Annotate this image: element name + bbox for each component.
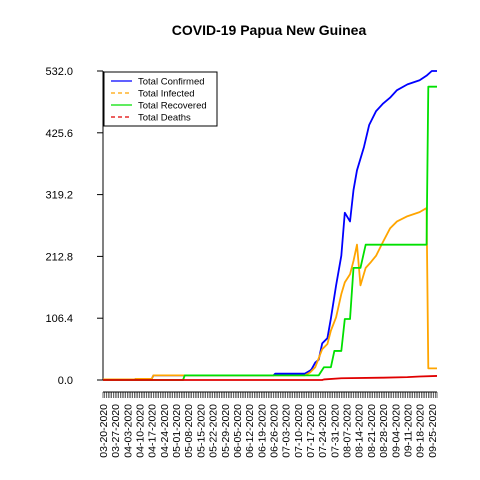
x-tick-label: 07-24-2020 <box>317 404 329 458</box>
x-tick-label: 06-26-2020 <box>268 404 280 458</box>
x-tick-label: 09-11-2020 <box>402 404 414 457</box>
y-tick-label: 212.8 <box>45 251 73 263</box>
y-tick-label: 532.0 <box>45 66 73 78</box>
y-axis: 0.0 106.4 212.8 319.2 425.6 532.0 <box>45 66 104 387</box>
series-line-total-recovered <box>103 85 437 381</box>
series-line-total-infected <box>103 207 437 381</box>
y-tick-label: 0.0 <box>58 375 73 387</box>
x-tick-label: 07-17-2020 <box>305 404 317 458</box>
x-tick-label: 07-03-2020 <box>281 404 293 458</box>
x-tick-label: 04-24-2020 <box>159 404 171 458</box>
legend-label: Total Deaths <box>138 113 191 124</box>
legend-label: Total Confirmed <box>138 77 205 88</box>
y-tick-label: 319.2 <box>45 190 73 202</box>
x-tick-label: 07-31-2020 <box>329 404 341 458</box>
x-tick-label: 09-25-2020 <box>427 404 439 458</box>
x-tick-label: 06-19-2020 <box>256 404 268 458</box>
x-tick-label: 06-12-2020 <box>244 404 256 458</box>
x-tick-label: 08-14-2020 <box>354 404 366 458</box>
x-tick-label: 04-03-2020 <box>122 404 134 458</box>
x-tick-label: 04-17-2020 <box>147 404 159 458</box>
x-tick-label: 05-29-2020 <box>220 404 232 458</box>
x-tick-label: 05-08-2020 <box>183 404 195 458</box>
chart-title: COVID-19 Papua New Guinea <box>172 22 367 38</box>
x-tick-label: 09-04-2020 <box>390 404 402 458</box>
x-axis: 03-20-2020 03-27-2020 04-03-2020 04-10-2020… <box>98 391 439 458</box>
legend-label: Total Recovered <box>138 101 207 112</box>
y-tick-label: 106.4 <box>45 313 73 325</box>
x-tick-label: 08-21-2020 <box>366 404 378 458</box>
y-tick-label: 425.6 <box>45 128 73 140</box>
plot-lines <box>103 70 438 381</box>
series-line-total-deaths <box>103 375 438 381</box>
x-tick-label: 08-28-2020 <box>378 404 390 458</box>
legend-label: Total Infected <box>138 89 195 100</box>
x-tick-label: 07-10-2020 <box>293 404 305 458</box>
x-tick-label: 04-10-2020 <box>135 404 147 458</box>
x-tick-label: 06-05-2020 <box>232 404 244 458</box>
x-tick-label: 03-27-2020 <box>110 404 122 458</box>
x-tick-label: 05-22-2020 <box>208 404 220 458</box>
x-tick-label: 03-20-2020 <box>98 404 110 458</box>
x-tick-label: 05-15-2020 <box>195 404 207 458</box>
x-tick-label: 09-18-2020 <box>415 404 427 458</box>
x-tick-label: 08-07-2020 <box>342 404 354 458</box>
x-tick-label: 05-01-2020 <box>171 404 183 458</box>
